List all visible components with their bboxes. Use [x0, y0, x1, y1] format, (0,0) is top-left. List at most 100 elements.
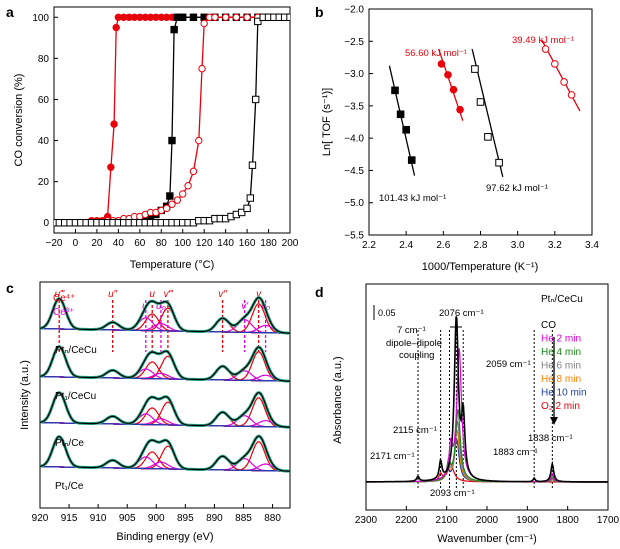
panel-d-x-tick-label: 2100: [436, 515, 459, 526]
panel-a-data-point: [254, 17, 262, 26]
panel-d-x-tick-label: 2200: [395, 515, 418, 526]
panel-a-data-point: [200, 19, 208, 28]
panel-a-y-tick-label: 40: [38, 136, 50, 147]
panel-b-x-tick-label: 2.8: [474, 240, 488, 251]
panel-c-spectrum-label-1: Ptₙ/CeCu: [55, 345, 97, 356]
panel-b-x-axis-label: 1000/Temperature (K⁻¹): [422, 261, 538, 273]
panel-a-x-tick-label: 100: [174, 238, 191, 249]
panel-d-legend-item: He 8 min: [541, 374, 581, 385]
panel-b-ea-label-1: 101.43 kJ mol⁻¹: [379, 193, 446, 204]
panel-b-y-tick-label: −3.5: [344, 101, 364, 112]
panel-d-x-tick-label: 1800: [557, 515, 580, 526]
panel-b-data-point: [484, 133, 492, 141]
panel-a-x-tick-label: 200: [282, 238, 299, 249]
panel-b-x-tick-label: 3.0: [511, 240, 525, 251]
panel-d-annot-2115: 2115 cm⁻¹: [393, 425, 437, 436]
panel-a-data-point: [248, 161, 257, 169]
panel-b-data-point: [551, 60, 559, 68]
panel-a-x-tick-label: 160: [239, 238, 256, 249]
panel-b-data-point: [449, 85, 458, 94]
panel-c-frame: [39, 281, 291, 509]
panel-b-data-point: [396, 110, 405, 119]
panel-a-data-point: [173, 196, 182, 204]
panel-a-data-point: [168, 200, 176, 208]
panel-a-data-point: [162, 204, 171, 213]
panel-c-x-tick-label: 895: [177, 513, 194, 524]
panel-c-peak-label: u: [149, 289, 155, 300]
panel-d-annot-dipole: dipole–dipole: [386, 338, 442, 349]
panel-b-y-tick-label: −4.5: [344, 166, 364, 177]
panel-a-data-point: [184, 182, 192, 190]
panel-c-peak-label: v′: [241, 301, 249, 312]
panel-a-y-tick-label: 100: [32, 13, 49, 24]
panel-b-data-point: [541, 45, 550, 53]
panel-b-data-point: [407, 156, 416, 164]
panel-a-data-point: [179, 13, 187, 21]
panel-a-data-point: [251, 95, 260, 104]
panel-d-time-arrow-head: [550, 417, 558, 425]
panel-b-data-point: [495, 158, 503, 167]
panel-a-data-point: [189, 167, 198, 176]
panel-b-y-tick-label: −5.5: [344, 231, 364, 242]
panel-b-data-point: [402, 125, 410, 134]
panel-a-data-point: [189, 13, 198, 21]
panel-d-annot-2059: 2059 cm⁻¹: [486, 359, 531, 370]
panel-c-x-tick-label: 900: [148, 513, 165, 524]
panel-letter-d: d: [315, 284, 324, 300]
panel-a-data-point: [238, 208, 246, 217]
panel-a-y-tick-label: 80: [38, 54, 50, 65]
panel-b-x-tick-label: 2.2: [362, 240, 376, 251]
panel-b-y-tick-label: −2.0: [344, 5, 364, 16]
panel-a-data-point: [110, 120, 118, 128]
panel-c-y-axis-label: Intensity (a.u.): [19, 360, 31, 430]
panel-d-y-axis-label: Absorbance (a.u.): [332, 356, 344, 443]
panel-d-x-tick-label: 1900: [516, 515, 539, 526]
panel-a-data-point: [211, 13, 219, 21]
panel-b-y-tick-label: −4.0: [344, 134, 364, 145]
panel-b-y-tick-label: −3.0: [344, 69, 364, 80]
panel-b-data-point: [444, 71, 452, 79]
panel-c-x-axis-label: Binding energy (eV): [116, 531, 213, 543]
panel-a-data-point: [170, 25, 178, 34]
panel-c-peak-label: v: [256, 289, 262, 300]
panel-a-x-tick-label: 80: [156, 238, 168, 249]
panel-c-x-tick-label: 920: [32, 513, 49, 524]
panel-c-fit-envelope: [40, 297, 290, 334]
panel-c-peak-label: v″: [218, 289, 227, 300]
panel-b-data-point: [456, 105, 464, 114]
panel-a-data-point: [221, 13, 230, 21]
panel-d-legend-item: O₂ 2 min: [541, 401, 580, 412]
panel-c-legend-ce3: Ce³⁺: [53, 307, 74, 318]
panel-a-x-axis-label: Temperature (°C): [130, 259, 214, 271]
panel-a-data-point: [166, 192, 174, 200]
panel-b-y-axis-label: Ln[ TOF (s⁻¹)]: [321, 88, 333, 156]
panel-c-x-tick-label: 910: [90, 513, 107, 524]
panel-a-x-tick-label: 60: [134, 238, 146, 249]
panel-d-annot-coupling: coupling: [399, 350, 434, 361]
panel-c-fit-envelope: [40, 345, 290, 382]
panel-a-y-tick-label: 20: [38, 177, 50, 188]
panel-a-y-axis-label: CO conversion (%): [13, 74, 25, 167]
panel-b-y-tick-label: −2.5: [344, 37, 364, 48]
panel-d-sample-label: Ptₙ/CeCu: [541, 294, 583, 305]
panel-b-x-tick-label: 2.6: [436, 240, 450, 251]
panel-a-x-tick-label: −20: [46, 238, 63, 249]
panel-d-drifts: 2300 2200 2100 2000 1900 1800 1700 Wavenumber …: [332, 283, 620, 545]
panel-a-data-point: [179, 190, 187, 198]
panel-letter-a: a: [6, 4, 14, 20]
panel-d-x-tick-label: 2000: [476, 515, 499, 526]
panel-d-legend-item: CO: [541, 320, 556, 331]
panel-c-x-tick-label: 890: [206, 513, 223, 524]
panel-a-x-tick-label: 180: [260, 238, 277, 249]
panel-letter-c: c: [6, 280, 14, 296]
panel-c-fit-envelope: [40, 391, 290, 428]
panel-d-annot-2171: 2171 cm⁻¹: [370, 451, 415, 462]
panel-c-peak-label: u″: [108, 289, 118, 300]
panel-b-data-point: [476, 98, 485, 106]
panel-b-data-point: [560, 78, 568, 86]
panel-d-legend-item: He 10 min: [541, 388, 587, 399]
panel-d-annot-2076: 2076 cm⁻¹: [439, 308, 484, 319]
panel-d-legend-item: He 2 min: [541, 334, 581, 345]
panel-letter-b: b: [315, 4, 324, 20]
